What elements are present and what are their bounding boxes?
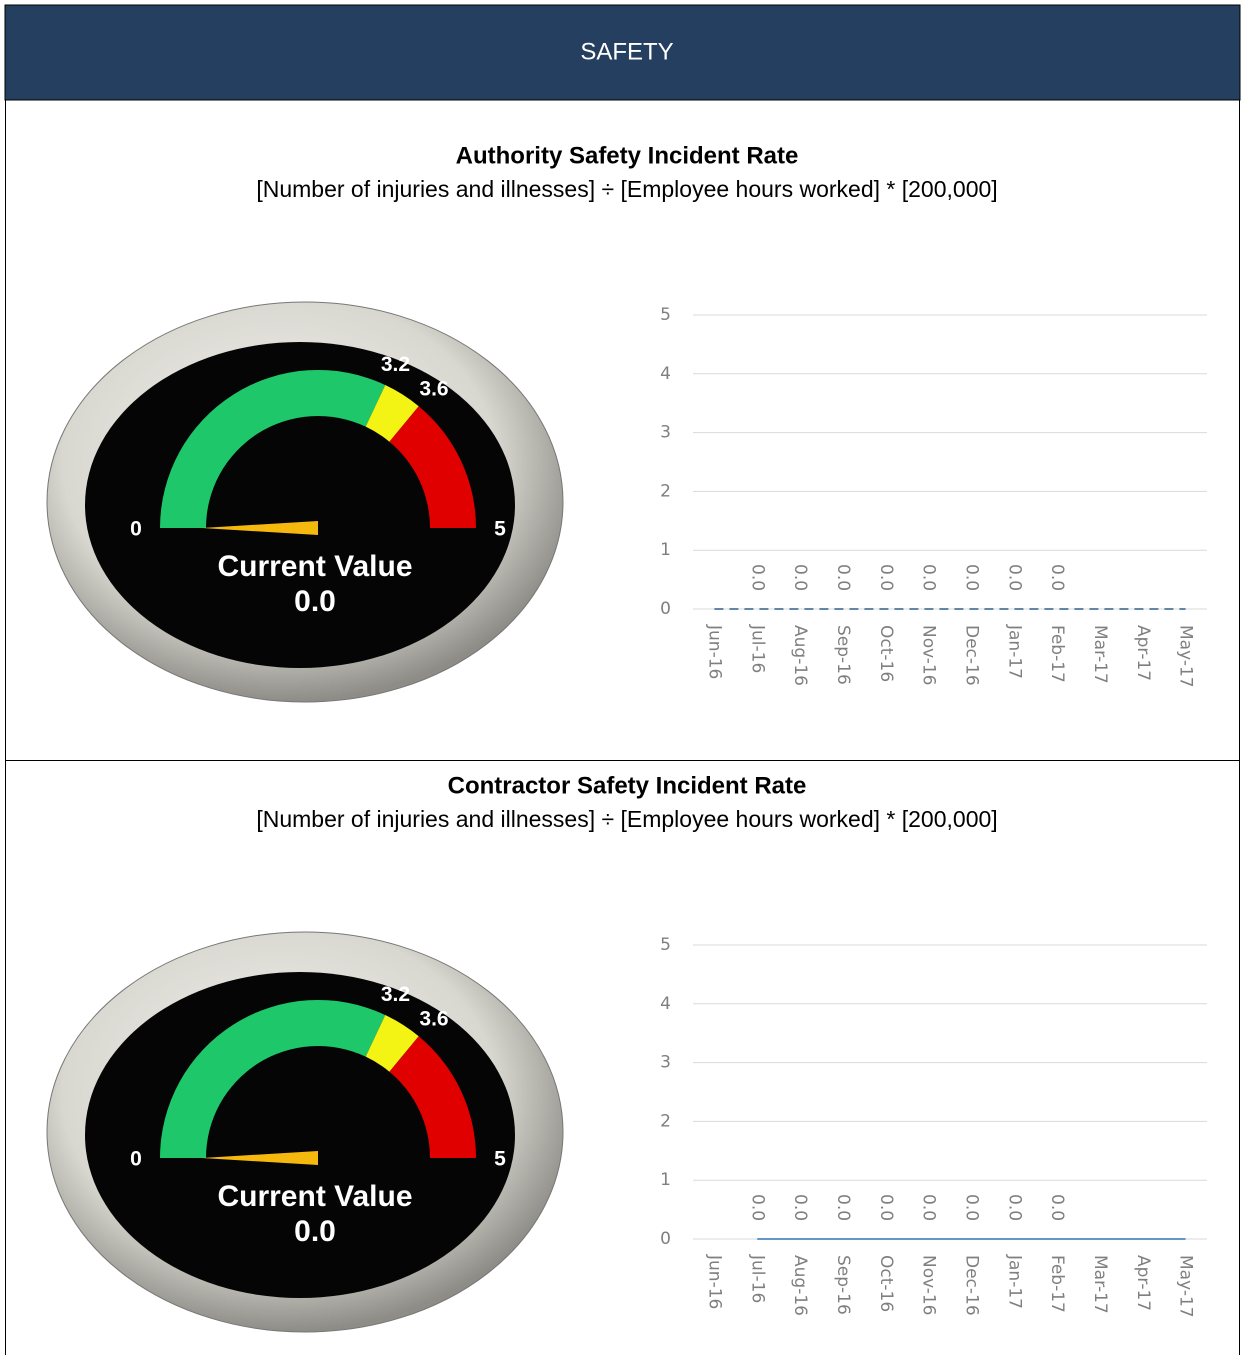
data-label: 0.0 xyxy=(790,1194,810,1221)
data-label: 0.0 xyxy=(1047,1194,1067,1221)
page: SAFETY Authority Safety Incident Rate [Nu… xyxy=(0,0,1244,1355)
gauge-tick-label: 3.2 xyxy=(381,353,410,376)
y-tick-label: 5 xyxy=(660,305,671,325)
gauge-tick-label: 0 xyxy=(130,518,142,541)
x-tick-label: Oct-16 xyxy=(876,625,896,682)
y-tick-label: 1 xyxy=(660,540,671,560)
x-tick-label: Sep-16 xyxy=(833,1255,853,1315)
data-label: 0.0 xyxy=(961,564,981,591)
gauge-tick-label: 0 xyxy=(130,1148,142,1171)
x-tick-label: Oct-16 xyxy=(876,1255,896,1312)
x-tick-label: Aug-16 xyxy=(790,1255,810,1316)
x-tick-label: Dec-16 xyxy=(961,625,981,686)
gauge-label: Current Value xyxy=(217,1180,412,1213)
data-label: 0.0 xyxy=(747,564,767,591)
x-tick-label: May-17 xyxy=(1176,1255,1196,1318)
data-label: 0.0 xyxy=(876,1194,896,1221)
y-tick-label: 0 xyxy=(660,599,671,619)
data-label: 0.0 xyxy=(747,1194,767,1221)
data-label: 0.0 xyxy=(919,1194,939,1221)
x-tick-label: Apr-17 xyxy=(1133,1255,1153,1311)
x-tick-label: Nov-16 xyxy=(919,1255,939,1316)
x-tick-label: Mar-17 xyxy=(1090,1255,1110,1314)
x-tick-label: Nov-16 xyxy=(919,625,939,686)
data-label: 0.0 xyxy=(876,564,896,591)
dashboard: SAFETY Authority Safety Incident Rate [Nu… xyxy=(0,0,1244,1355)
y-tick-label: 4 xyxy=(660,994,671,1014)
x-tick-label: Apr-17 xyxy=(1133,625,1153,681)
y-tick-label: 4 xyxy=(660,364,671,384)
y-tick-label: 3 xyxy=(660,1053,671,1073)
x-tick-label: Sep-16 xyxy=(833,625,853,685)
gauge-tick-label: 5 xyxy=(494,518,506,541)
x-tick-label: Jan-17 xyxy=(1004,1254,1024,1309)
x-tick-label: Jun-16 xyxy=(704,1254,724,1309)
x-tick-label: Aug-16 xyxy=(790,625,810,686)
data-label: 0.0 xyxy=(833,564,853,591)
section-subtitle: [Number of injuries and illnesses] ÷ [Em… xyxy=(256,806,997,832)
gauge-tick-label: 3.2 xyxy=(381,983,410,1006)
section-subtitle: [Number of injuries and illnesses] ÷ [Em… xyxy=(256,176,997,202)
gauge-value: 0.0 xyxy=(294,585,336,618)
y-tick-label: 2 xyxy=(660,481,671,501)
x-tick-label: Jul-16 xyxy=(747,624,767,673)
header-title: SAFETY xyxy=(580,38,673,65)
y-tick-label: 1 xyxy=(660,1170,671,1190)
x-tick-label: Jul-16 xyxy=(747,1254,767,1303)
data-label: 0.0 xyxy=(1004,1194,1024,1221)
section-title: Authority Safety Incident Rate xyxy=(456,142,799,169)
gauge-tick-label: 5 xyxy=(494,1148,506,1171)
data-label: 0.0 xyxy=(961,1194,981,1221)
y-tick-label: 0 xyxy=(660,1229,671,1249)
x-tick-label: Dec-16 xyxy=(961,1255,981,1316)
x-tick-label: Mar-17 xyxy=(1090,625,1110,684)
x-tick-label: Feb-17 xyxy=(1047,625,1067,683)
x-tick-label: May-17 xyxy=(1176,625,1196,688)
y-tick-label: 3 xyxy=(660,423,671,443)
x-tick-label: Jun-16 xyxy=(704,624,724,679)
section-title: Contractor Safety Incident Rate xyxy=(448,772,807,799)
gauge-tick-label: 3.6 xyxy=(419,1007,448,1030)
x-tick-label: Jan-17 xyxy=(1004,624,1024,679)
data-label: 0.0 xyxy=(919,564,939,591)
gauge-tick-label: 3.6 xyxy=(419,377,448,400)
gauge-value: 0.0 xyxy=(294,1215,336,1248)
data-label: 0.0 xyxy=(833,1194,853,1221)
data-label: 0.0 xyxy=(1004,564,1024,591)
x-tick-label: Feb-17 xyxy=(1047,1255,1067,1313)
data-label: 0.0 xyxy=(1047,564,1067,591)
y-tick-label: 2 xyxy=(660,1111,671,1131)
y-tick-label: 5 xyxy=(660,935,671,955)
gauge-label: Current Value xyxy=(217,550,412,583)
data-label: 0.0 xyxy=(790,564,810,591)
